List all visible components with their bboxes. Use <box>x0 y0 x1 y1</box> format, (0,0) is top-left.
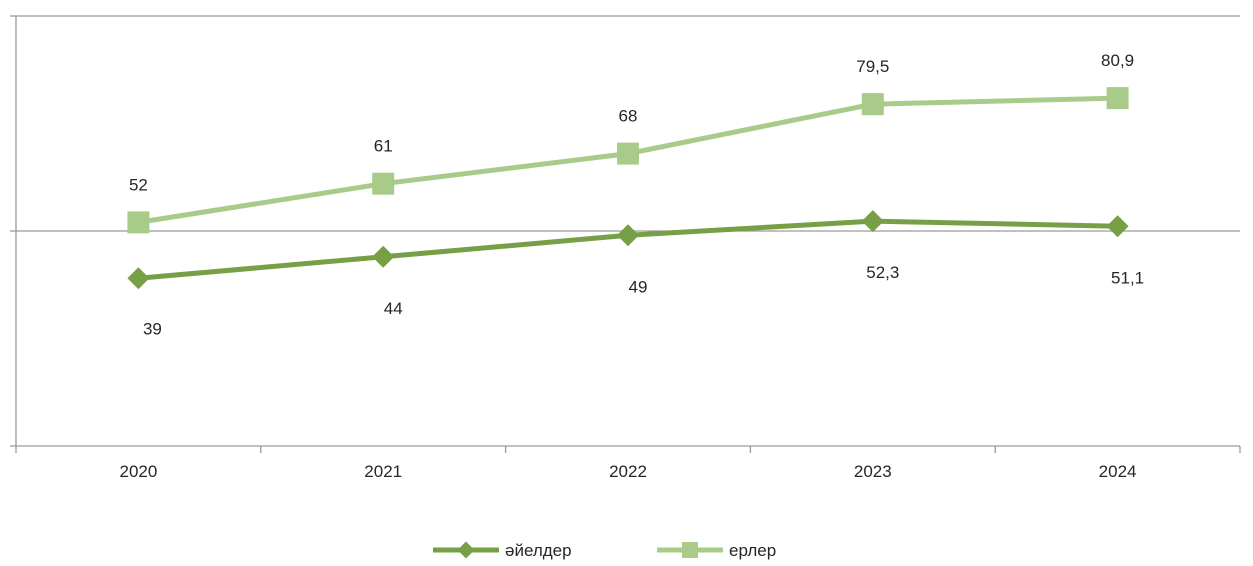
x-tick-label: 2020 <box>119 462 157 481</box>
legend-item-0: әйелдер <box>433 541 572 560</box>
data-label: 49 <box>629 277 648 296</box>
x-tick-label: 2023 <box>854 462 892 481</box>
legend-marker <box>457 541 475 559</box>
series-1 <box>127 87 1129 234</box>
data-label: 79,5 <box>856 57 889 76</box>
data-label: 51,1 <box>1111 268 1144 287</box>
data-point-marker <box>861 210 884 233</box>
data-point-marker <box>127 267 150 290</box>
x-tick-label: 2024 <box>1099 462 1137 481</box>
data-point-marker <box>1106 87 1129 110</box>
data-label: 68 <box>619 107 638 126</box>
legend-marker <box>682 542 698 558</box>
legend-label: әйелдер <box>505 541 572 560</box>
x-tick-label: 2021 <box>364 462 402 481</box>
data-point-marker <box>372 172 395 195</box>
legend: әйелдер ерлер <box>433 541 776 560</box>
data-label: 44 <box>384 299 403 318</box>
legend-item-1: ерлер <box>657 541 776 560</box>
data-label: 39 <box>143 319 162 338</box>
data-label: 52,3 <box>866 263 899 282</box>
data-point-marker <box>617 224 639 247</box>
series-layer <box>127 87 1129 290</box>
data-point-marker <box>1106 215 1129 238</box>
x-axis-tick-labels: 2020 2021 2022 2023 2024 <box>119 462 1136 481</box>
legend-label: ерлер <box>729 541 776 560</box>
axes <box>10 15 1241 453</box>
data-label: 80,9 <box>1101 51 1134 70</box>
data-point-marker <box>372 245 395 268</box>
data-label: 61 <box>374 137 393 156</box>
data-point-marker <box>861 93 884 116</box>
data-labels: 39 44 49 52,3 51,1 52 61 68 79,5 80,9 <box>129 51 1144 338</box>
x-tick-label: 2022 <box>609 462 647 481</box>
data-point-marker <box>127 211 150 234</box>
data-point-marker <box>617 142 639 165</box>
series-0 <box>127 210 1129 290</box>
data-label: 52 <box>129 175 148 194</box>
